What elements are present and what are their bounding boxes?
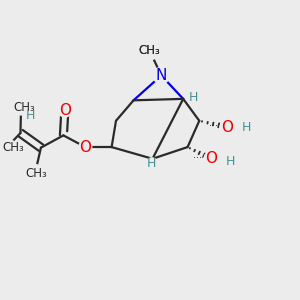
Text: CH₃: CH₃	[26, 167, 47, 180]
Circle shape	[205, 152, 218, 165]
Text: H: H	[147, 157, 157, 169]
Text: O: O	[59, 103, 71, 118]
Text: CH₃: CH₃	[13, 101, 35, 114]
Circle shape	[140, 41, 159, 60]
Text: CH₃: CH₃	[139, 44, 160, 57]
Circle shape	[58, 104, 71, 117]
Text: O: O	[79, 140, 91, 154]
Circle shape	[220, 121, 233, 134]
Circle shape	[14, 100, 28, 115]
Text: H: H	[225, 155, 235, 168]
Circle shape	[0, 138, 16, 157]
Text: CH₃: CH₃	[2, 141, 24, 154]
Text: ···: ···	[193, 153, 202, 163]
Text: H: H	[26, 109, 35, 122]
Text: H: H	[189, 92, 198, 104]
Text: O: O	[205, 151, 217, 166]
Text: ···: ···	[208, 121, 217, 131]
Circle shape	[187, 93, 197, 103]
Text: N: N	[156, 68, 167, 83]
Circle shape	[153, 67, 169, 84]
Text: O: O	[221, 120, 233, 135]
Circle shape	[79, 141, 92, 154]
Text: CH₃: CH₃	[139, 44, 160, 57]
Circle shape	[220, 120, 234, 134]
Circle shape	[147, 158, 157, 168]
Circle shape	[204, 152, 218, 166]
Circle shape	[26, 165, 44, 182]
Text: H: H	[241, 121, 251, 134]
